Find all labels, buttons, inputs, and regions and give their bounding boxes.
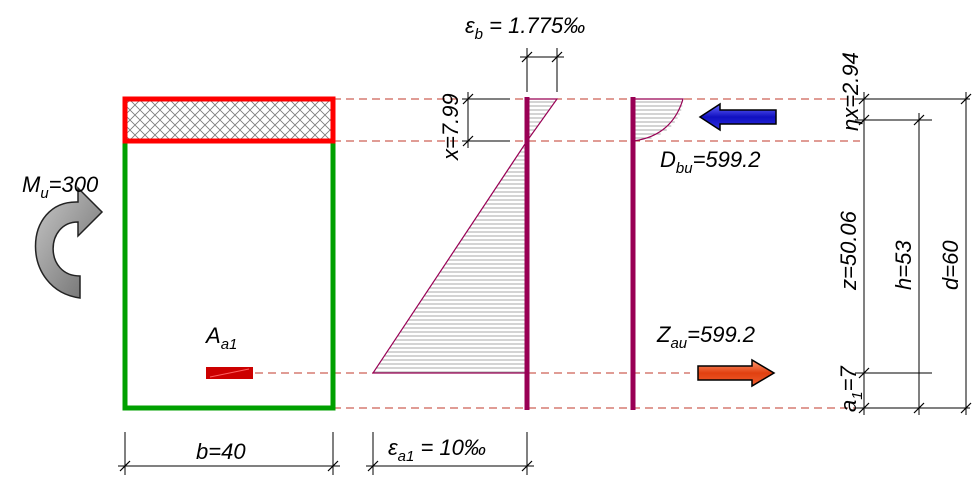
- strain-diagram: [371, 97, 559, 410]
- compression-force-label: Dbu=599.2: [660, 147, 760, 177]
- tension-force-label: Zau=599.2: [656, 322, 755, 352]
- concrete-strain-label: εb = 1.775‰: [465, 13, 585, 43]
- compression-arrow-icon: [698, 102, 777, 132]
- steel-strain-label: εa1 = 10‰: [388, 435, 486, 465]
- width-dimension: [118, 432, 340, 475]
- vertical-dimensions: [855, 92, 972, 415]
- neutral-axis-label: x=7.99: [438, 93, 463, 161]
- cross-section: [122, 96, 336, 411]
- stress-diagram: [630, 97, 684, 410]
- effective-depth-label: h=53: [891, 240, 916, 290]
- cover-label: a1=7: [836, 366, 866, 412]
- width-label: b=40: [196, 439, 246, 464]
- tension-arrow-icon: [697, 358, 776, 388]
- stress-hatching: [633, 101, 683, 139]
- steel-strain-dimension: [366, 432, 534, 475]
- total-depth-label: d=60: [938, 240, 963, 290]
- concrete-strain-triangle: [526, 98, 559, 143]
- concrete-strain-dimension: [520, 48, 564, 92]
- reference-lines: [255, 98, 860, 409]
- eta-x-label: ηx=2.94: [838, 52, 863, 131]
- moment-arrow-icon: [34, 186, 104, 299]
- steel-area-label: Aa1: [204, 323, 237, 353]
- steel-strain-triangle: [371, 139, 528, 374]
- moment-label: Mu=300: [22, 172, 99, 202]
- steel-reinforcement-mark: [209, 368, 250, 378]
- neutral-axis-dimension: [462, 92, 510, 148]
- compression-zone: [122, 96, 336, 144]
- stress-block-outline: [632, 98, 684, 142]
- strain-hatching: [373, 101, 555, 373]
- lever-arm-label: z=50.06: [836, 210, 861, 291]
